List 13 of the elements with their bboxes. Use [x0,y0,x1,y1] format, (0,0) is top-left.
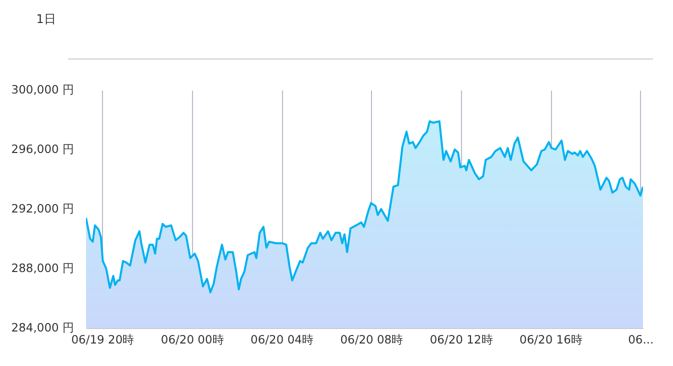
x-tick-label: 06/20 00時 [160,332,224,346]
x-tick-label: 06/20 12時 [430,332,494,346]
y-tick-label: 300,000 円 [11,82,74,96]
x-tick-label: 06/20 04時 [250,332,314,346]
y-tick-label: 284,000 円 [11,320,74,334]
x-tick-label: 06... [628,332,654,346]
x-tick-label: 06/20 16時 [520,332,583,346]
x-tick-label: 06/19 20時 [71,332,135,346]
y-tick-label: 288,000 円 [11,261,74,275]
text: 1日 [36,12,56,26]
y-tick-label: 292,000 円 [11,202,74,216]
x-tick-label: 06/20 08時 [340,332,404,346]
y-tick-label: 296,000 円 [11,142,74,156]
